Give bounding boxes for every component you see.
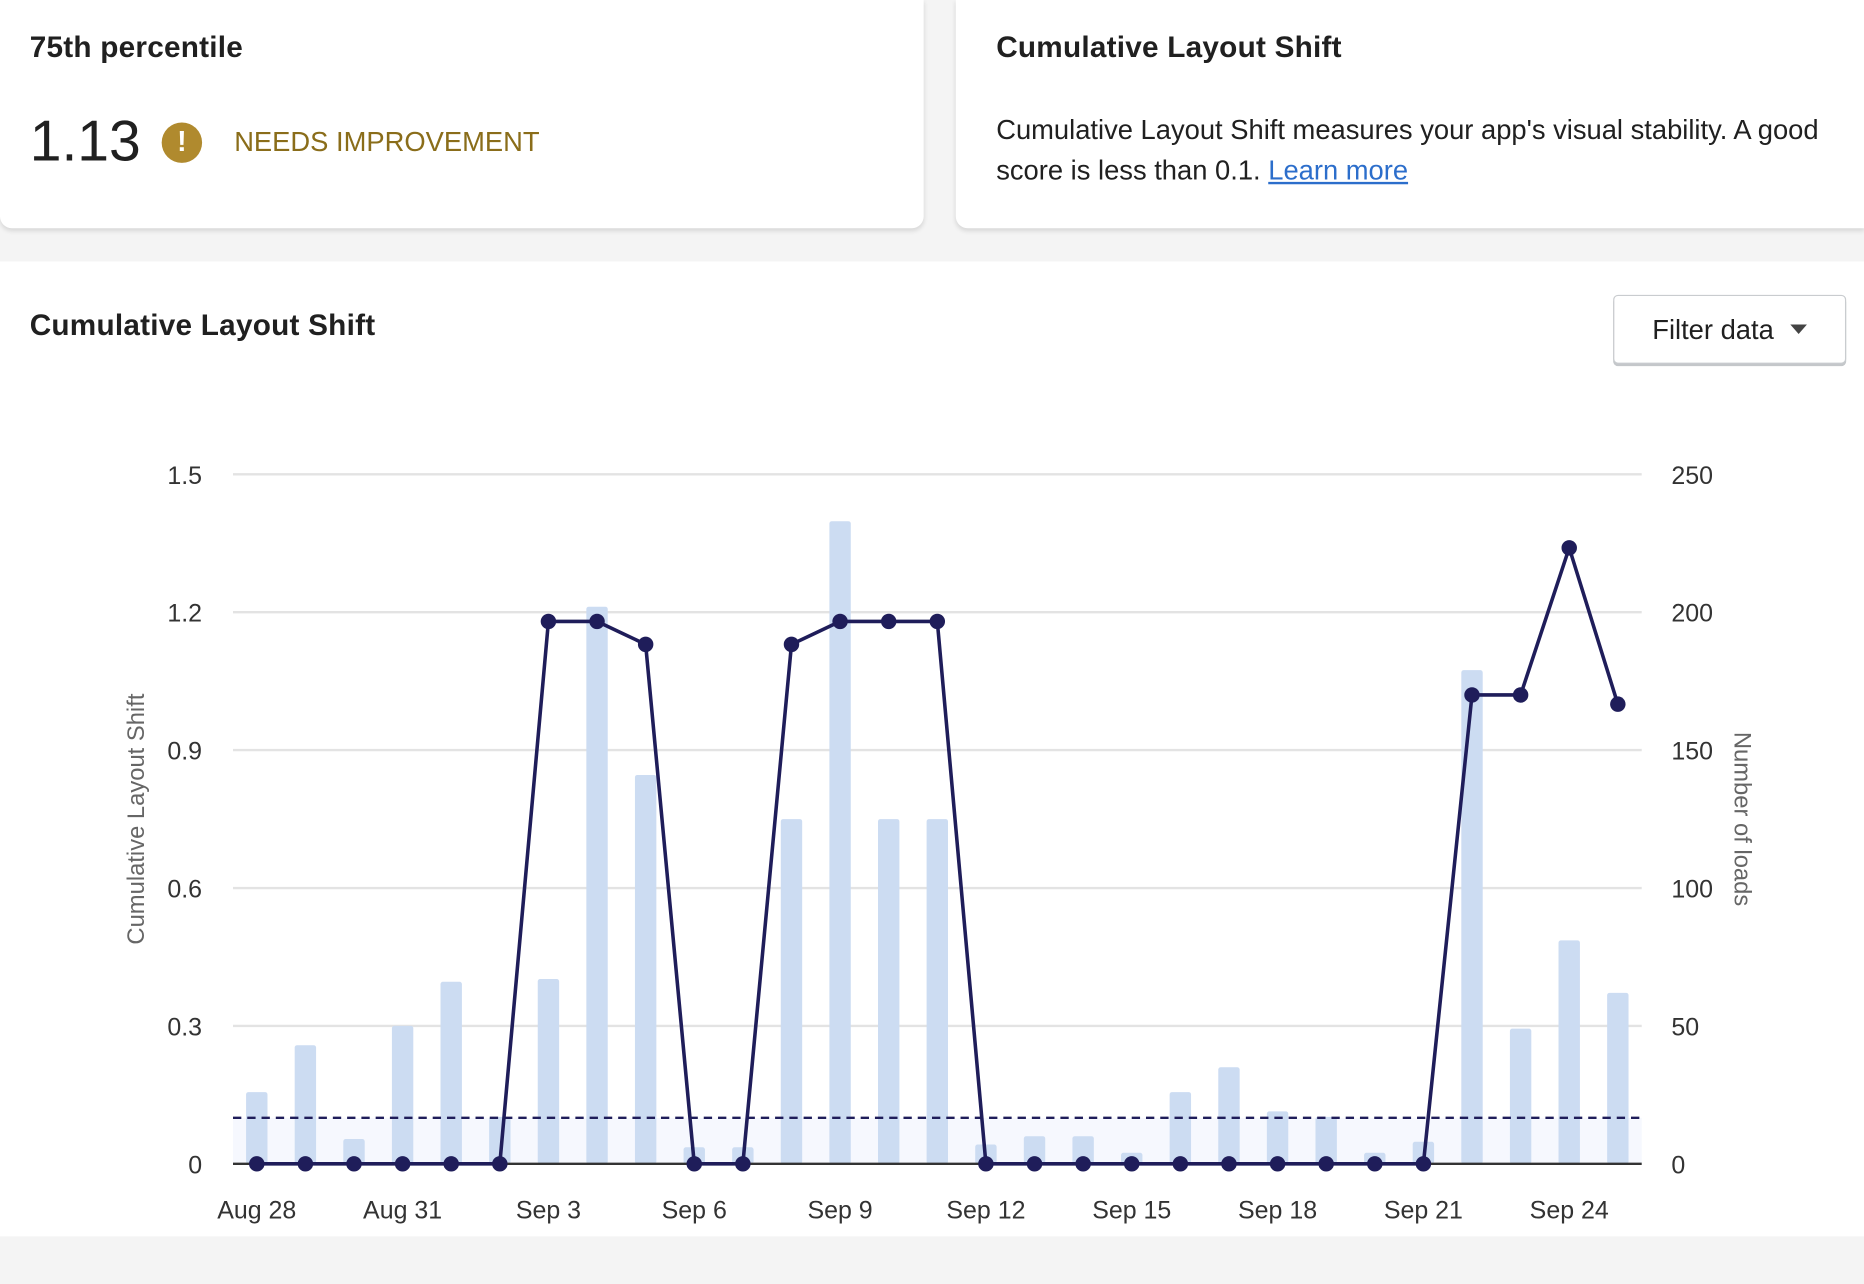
y-left-tick-label: 0: [188, 1151, 202, 1179]
y-left-tick-label: 0.6: [167, 876, 202, 904]
bar: [1023, 1136, 1046, 1164]
cls-point: [1172, 1156, 1189, 1172]
bar: [343, 1138, 365, 1164]
cls-point: [346, 1156, 362, 1172]
cls-point: [443, 1156, 459, 1172]
y-right-tick-label: 0: [1671, 1151, 1685, 1179]
status-badge: NEEDS IMPROVEMENT: [234, 126, 540, 157]
bar: [586, 606, 608, 1164]
y-right-tick-label: 100: [1671, 876, 1713, 904]
cls-point: [394, 1156, 411, 1172]
cls-point: [1561, 540, 1577, 556]
x-tick-label: Aug 31: [363, 1196, 442, 1224]
bar: [926, 819, 949, 1164]
description-text: Cumulative Layout Shift measures your ap…: [996, 114, 1819, 186]
y-left-tick-label: 1.2: [167, 600, 202, 628]
bar: [1607, 992, 1629, 1164]
filter-data-button[interactable]: Filter data: [1613, 294, 1847, 364]
cls-point: [1367, 1156, 1383, 1172]
x-tick-label: Sep 18: [1238, 1196, 1317, 1224]
cls-point: [1075, 1156, 1091, 1172]
cls-point: [249, 1156, 265, 1172]
cls-point: [540, 613, 557, 630]
bar: [489, 1116, 511, 1164]
x-tick-label: Sep 12: [946, 1196, 1025, 1224]
bar: [1218, 1067, 1240, 1164]
bar: [634, 774, 657, 1164]
bar: [1072, 1136, 1094, 1164]
x-tick-label: Sep 3: [516, 1196, 581, 1224]
cls-point: [978, 1156, 994, 1172]
x-tick-label: Sep 15: [1092, 1196, 1171, 1224]
cls-point: [1318, 1156, 1334, 1172]
percentile-value: 1.13: [29, 110, 141, 174]
bar: [1169, 1092, 1192, 1164]
y-right-tick-label: 150: [1671, 738, 1713, 766]
x-tick-label: Aug 28: [217, 1196, 296, 1224]
bar: [1558, 940, 1580, 1164]
exclamation-circle-icon: !: [161, 122, 203, 163]
cls-point: [1464, 687, 1480, 703]
cls-point: [492, 1156, 508, 1172]
bar: [1266, 1111, 1289, 1164]
cls-point: [1610, 696, 1626, 712]
x-tick-label: Sep 9: [807, 1196, 872, 1224]
cls-point: [1512, 687, 1529, 703]
cls-point: [1415, 1156, 1432, 1172]
cls-point: [783, 636, 800, 653]
cls-point: [589, 613, 605, 630]
y-left-tick-label: 1.5: [167, 462, 202, 490]
x-tick-label: Sep 6: [662, 1196, 727, 1224]
y-left-tick-label: 0.9: [167, 738, 202, 766]
bar: [1461, 670, 1483, 1164]
percentile-card: 75th percentile 1.13 ! NEEDS IMPROVEMENT: [0, 0, 924, 229]
cls-point: [1124, 1156, 1140, 1172]
percentile-title: 75th percentile: [29, 30, 244, 65]
info-description: Cumulative Layout Shift measures your ap…: [996, 109, 1828, 190]
bar: [537, 979, 560, 1164]
x-tick-label: Sep 24: [1530, 1196, 1609, 1224]
info-card: Cumulative Layout Shift Cumulative Layou…: [955, 0, 1864, 229]
x-tick-label: Sep 21: [1384, 1196, 1463, 1224]
cls-point: [832, 613, 848, 630]
y-right-axis-title: Number of loads: [1728, 732, 1755, 906]
caret-down-icon: [1790, 324, 1808, 335]
y-right-tick-label: 200: [1671, 600, 1713, 628]
bar: [1509, 1028, 1532, 1164]
cls-point: [880, 613, 897, 630]
cls-point: [637, 636, 654, 653]
bar: [391, 1025, 414, 1164]
y-left-axis-title: Cumulative Layout Shift: [123, 693, 150, 944]
learn-more-link[interactable]: Learn more: [1268, 154, 1409, 186]
bar: [440, 981, 462, 1164]
bar: [1315, 1116, 1337, 1164]
cls-point: [297, 1156, 314, 1172]
cls-point: [1221, 1156, 1237, 1172]
cls-point: [929, 613, 946, 630]
cls-point: [1269, 1156, 1286, 1172]
y-left-tick-label: 0.3: [167, 1013, 202, 1041]
y-right-tick-label: 250: [1671, 462, 1713, 490]
cls-point: [1026, 1156, 1043, 1172]
cls-point: [686, 1156, 702, 1172]
bar: [246, 1092, 268, 1164]
bar: [294, 1045, 317, 1164]
y-right-tick-label: 50: [1671, 1013, 1699, 1041]
cls-point: [735, 1156, 751, 1172]
bar: [829, 521, 851, 1164]
bar: [877, 819, 900, 1164]
info-title: Cumulative Layout Shift: [996, 30, 1342, 65]
filter-label: Filter data: [1652, 313, 1774, 345]
bar: [780, 819, 803, 1164]
chart-title: Cumulative Layout Shift: [29, 309, 376, 343]
